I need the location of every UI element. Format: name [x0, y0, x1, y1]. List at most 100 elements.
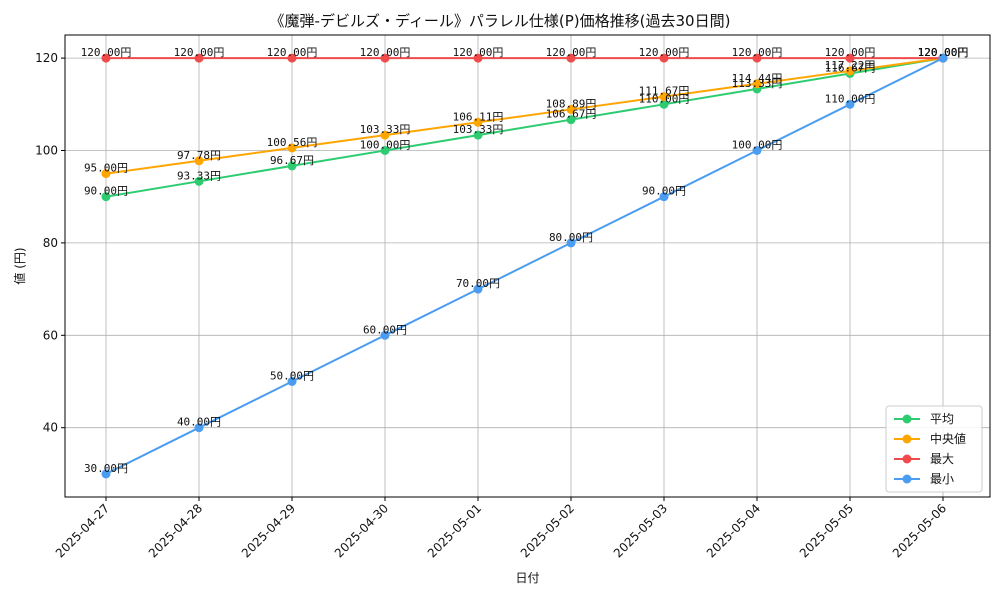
data-point	[659, 53, 669, 63]
data-label: 80.00円	[549, 231, 593, 244]
data-label: 120.00円	[453, 46, 504, 59]
data-label: 120.00円	[546, 46, 597, 59]
data-point	[566, 104, 576, 114]
data-label: 90.00円	[84, 185, 128, 198]
data-point	[380, 330, 390, 340]
data-label: 60.00円	[363, 323, 407, 336]
data-point	[101, 53, 111, 63]
x-tick-label: 2025-05-02	[518, 501, 577, 560]
data-point	[473, 284, 483, 294]
data-label: 97.78円	[177, 149, 221, 162]
data-label: 50.00円	[270, 370, 314, 383]
data-label: 108.89円	[546, 97, 597, 110]
data-label: 111.67円	[639, 85, 690, 98]
data-point	[380, 146, 390, 155]
x-tick-label: 2025-04-30	[332, 501, 391, 560]
legend-entry: 平均	[930, 412, 954, 426]
data-point	[473, 130, 483, 140]
data-label: 120.00円	[81, 46, 132, 59]
y-tick-label: 100	[35, 144, 58, 158]
data-point	[380, 53, 390, 63]
data-label: 70.00円	[456, 277, 500, 290]
data-label: 120.00円	[825, 46, 876, 59]
data-point	[380, 130, 390, 140]
series-line	[105, 57, 944, 475]
data-label: 100.00円	[360, 139, 411, 152]
series-line	[105, 57, 944, 175]
y-tick-label: 80	[43, 236, 58, 250]
data-point	[659, 92, 669, 102]
data-label: 120.00円	[174, 46, 225, 59]
legend-marker	[902, 454, 912, 464]
data-point	[845, 66, 855, 76]
data-point	[287, 53, 297, 63]
data-point	[659, 99, 669, 109]
data-point	[845, 53, 855, 63]
data-label: 96.67円	[270, 154, 314, 167]
data-point	[473, 53, 483, 63]
legend-marker	[902, 474, 912, 484]
data-label: 106.67円	[546, 108, 597, 121]
data-point	[566, 238, 576, 248]
x-tick-label: 2025-05-03	[611, 501, 670, 560]
data-point	[194, 156, 204, 166]
y-tick-label: 120	[35, 51, 58, 65]
data-point	[473, 117, 483, 127]
data-point	[287, 161, 297, 171]
data-label: 103.33円	[453, 123, 504, 136]
data-label: 120.00円	[360, 46, 411, 59]
data-label: 30.00円	[84, 462, 128, 475]
series-line	[105, 57, 944, 198]
data-label: 95.00円	[84, 162, 128, 175]
data-point	[101, 469, 111, 479]
data-label: 100.56円	[267, 136, 318, 149]
x-tick-label: 2025-04-29	[239, 501, 298, 560]
legend-entry: 最大	[930, 452, 954, 466]
x-tick-label: 2025-05-06	[890, 501, 949, 560]
data-label: 116.67円	[825, 61, 876, 74]
data-label: 106.11円	[453, 110, 504, 123]
data-label: 120.00円	[267, 46, 318, 59]
data-point	[194, 423, 204, 433]
data-point	[287, 143, 297, 153]
data-label: 100.00円	[732, 139, 783, 152]
legend-marker	[902, 434, 912, 444]
data-point	[194, 176, 204, 186]
data-point	[938, 53, 948, 63]
data-label: 120.00円	[918, 46, 969, 59]
y-tick-label: 60	[43, 328, 58, 342]
data-point	[101, 169, 111, 179]
data-label: 120.00円	[918, 46, 969, 59]
data-label: 40.00円	[177, 416, 221, 429]
data-label: 120.00円	[639, 46, 690, 59]
y-tick-label: 40	[43, 421, 58, 435]
data-label: 120.00円	[732, 46, 783, 59]
data-label: 110.00円	[639, 92, 690, 105]
chart-title: 《魔弾-デビルズ・ディール》パラレル仕様(P)価格推移(過去30日間)	[269, 12, 731, 30]
data-label: 113.33円	[732, 77, 783, 90]
legend-entry: 中央値	[930, 431, 966, 446]
data-label: 114.44円	[732, 72, 783, 85]
data-label: 117.22円	[825, 59, 876, 72]
data-point	[659, 192, 669, 202]
data-label: 120.00円	[918, 46, 969, 59]
data-point	[566, 115, 576, 125]
data-point	[752, 146, 762, 155]
data-labels: 90.00円93.33円96.67円100.00円103.33円106.67円1…	[81, 46, 969, 475]
data-point	[845, 99, 855, 109]
data-point	[752, 79, 762, 89]
x-axis-label: 日付	[515, 571, 539, 585]
plot-frame	[64, 34, 991, 498]
series-layer	[101, 53, 948, 479]
x-tick-label: 2025-04-28	[146, 501, 205, 560]
data-point	[752, 53, 762, 63]
legend-marker	[902, 414, 912, 424]
x-tick-label: 2025-04-27	[53, 501, 112, 560]
y-axis-label: 値 (円)	[12, 247, 27, 284]
data-label: 120.00円	[918, 46, 969, 59]
data-point	[101, 192, 111, 202]
data-point	[194, 53, 204, 63]
x-tick-label: 2025-05-01	[425, 501, 484, 560]
